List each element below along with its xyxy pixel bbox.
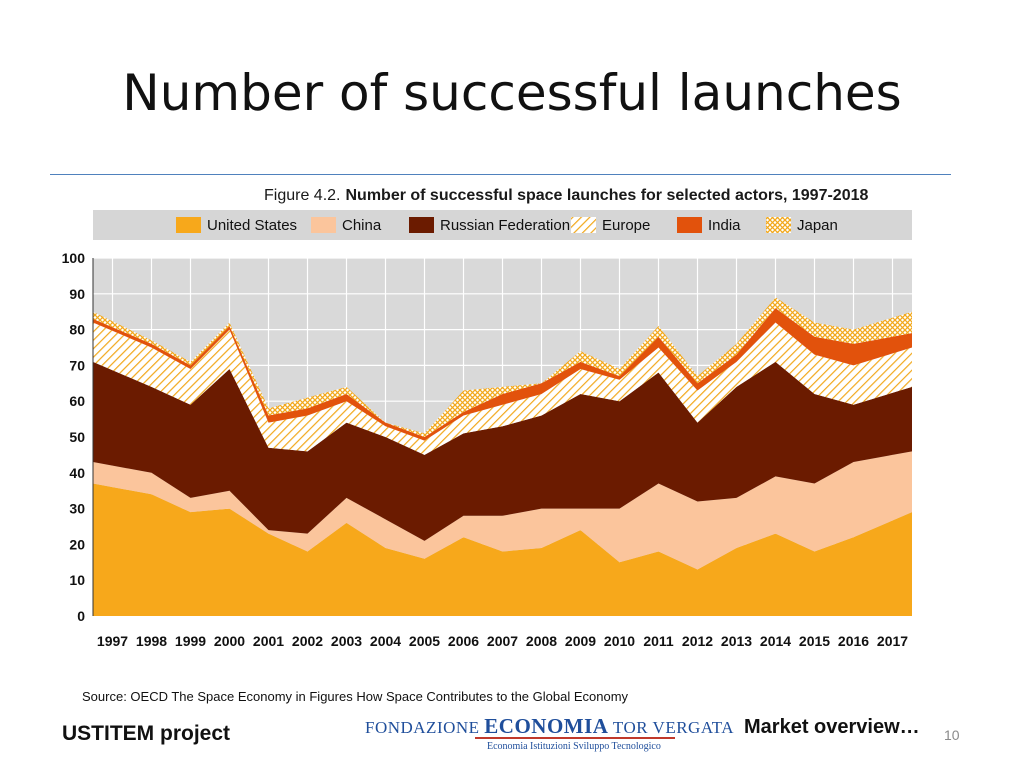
y-tick-label: 0 <box>77 608 85 624</box>
x-tick-label: 1998 <box>136 633 167 649</box>
logo-tagline: Economia Istituzioni Sviluppo Tecnologic… <box>487 741 661 752</box>
x-tick-label: 2001 <box>253 633 284 649</box>
x-tick-label: 2005 <box>409 633 440 649</box>
y-tick-label: 10 <box>69 572 85 588</box>
chart-title: Number of successful space launches for … <box>345 187 868 204</box>
x-tick-label: 2006 <box>448 633 479 649</box>
x-tick-label: 2004 <box>370 633 401 649</box>
legend-label-japan: Japan <box>797 217 838 234</box>
legend-swatch-europe <box>571 217 596 233</box>
source-note: Source: OECD The Space Economy in Figure… <box>82 689 629 704</box>
x-tick-label: 1999 <box>175 633 206 649</box>
y-tick-label: 70 <box>69 357 85 373</box>
x-tick-label: 2011 <box>643 633 674 649</box>
page-number: 10 <box>944 727 960 743</box>
x-tick-label: 2014 <box>760 633 791 649</box>
legend-label-europe: Europe <box>602 217 650 234</box>
x-tick-label: 2007 <box>487 633 518 649</box>
y-tick-label: 50 <box>69 429 85 445</box>
series-area-europe <box>93 322 912 455</box>
series-area-russian-federation <box>93 361 912 541</box>
x-tick-label: 2017 <box>877 633 908 649</box>
legend-swatch-japan <box>766 217 791 233</box>
logo-word-fondazione: FONDAZIONE <box>365 718 480 737</box>
legend-label-russian-federation: Russian Federation <box>440 217 570 234</box>
x-tick-label: 2010 <box>604 633 635 649</box>
legend-swatch-india <box>677 217 702 233</box>
slide-title: Number of successful launches <box>122 64 902 122</box>
legend-label-china: China <box>342 217 382 234</box>
series-area-japan <box>93 297 912 437</box>
legend-label-united-states: United States <box>207 217 297 234</box>
x-tick-label: 2003 <box>331 633 362 649</box>
footer-section: Market overview… <box>744 716 920 738</box>
x-tick-label: 2000 <box>214 633 245 649</box>
series-area-china <box>93 451 912 570</box>
legend-swatch-china <box>311 217 336 233</box>
figure-label: Figure 4.2. <box>264 187 340 204</box>
legend-label-india: India <box>708 217 741 234</box>
logo-word-tor-vergata: TOR VERGATA <box>612 718 735 737</box>
x-tick-label: 2012 <box>682 633 713 649</box>
legend-swatch-united-states <box>176 217 201 233</box>
series-area-united-states <box>93 483 912 616</box>
legend-swatch-russian-federation <box>409 217 434 233</box>
y-tick-label: 100 <box>62 250 86 266</box>
chart-legend: United States China Russian Federation Euro… <box>176 217 838 234</box>
y-tick-label: 60 <box>69 393 85 409</box>
x-tick-label: 2008 <box>526 633 557 649</box>
y-tick-label: 90 <box>69 286 85 302</box>
logo-word-economia: ECONOMIA <box>484 714 609 738</box>
x-tick-label: 2013 <box>721 633 752 649</box>
y-tick-label: 30 <box>69 501 85 517</box>
fondazione-logo: FONDAZIONE ECONOMIA TOR VERGATA Economia… <box>365 712 734 758</box>
y-tick-label: 40 <box>69 465 85 481</box>
title-divider <box>50 174 951 175</box>
x-tick-label: 2002 <box>292 633 323 649</box>
x-tick-label: 1997 <box>97 633 128 649</box>
x-tick-label: 2015 <box>799 633 830 649</box>
logo-underline <box>475 737 675 739</box>
y-tick-label: 20 <box>69 536 85 552</box>
footer-project: USTITEM project <box>62 722 231 745</box>
x-tick-label: 2009 <box>565 633 596 649</box>
x-tick-label: 2016 <box>838 633 869 649</box>
y-tick-label: 80 <box>69 322 85 338</box>
